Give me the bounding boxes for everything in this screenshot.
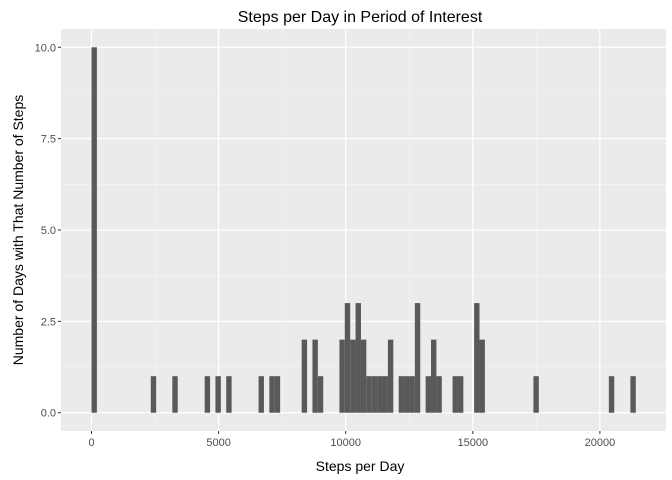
axis-ticks: 0.0 2.5 5.0 7.5 10.0 0 5000 10000 15000 20000 <box>35 42 616 449</box>
histogram-bar <box>371 376 378 413</box>
x-tick-label: 15000 <box>458 437 489 449</box>
histogram-bar <box>312 339 318 413</box>
x-tick-label: 20000 <box>585 437 616 449</box>
histogram-bar <box>226 376 232 413</box>
histogram-bar <box>377 376 383 413</box>
y-tick-label: 5.0 <box>41 225 56 237</box>
histogram-bar <box>339 339 345 413</box>
histogram-bar <box>317 376 324 413</box>
y-axis-title: Number of Days with That Number of Steps <box>10 95 26 366</box>
y-tick-label: 2.5 <box>41 316 56 328</box>
histogram-bar <box>360 339 367 413</box>
histogram-bar <box>91 47 97 413</box>
histogram-bar <box>344 303 351 413</box>
chart-title: Steps per Day in Period of Interest <box>238 9 483 26</box>
histogram-bar <box>269 376 275 413</box>
x-axis-title: Steps per Day <box>316 458 405 474</box>
histogram-bar <box>452 376 458 413</box>
histogram-bar <box>457 376 464 413</box>
histogram-bar <box>474 303 480 413</box>
histogram-bar <box>431 339 437 413</box>
y-tick-label: 10.0 <box>35 42 56 54</box>
histogram-bar <box>301 339 308 413</box>
histogram-bar <box>274 376 281 413</box>
y-tick-label: 7.5 <box>41 134 56 146</box>
histogram-bar <box>436 376 442 413</box>
histogram-bar <box>355 303 361 413</box>
histogram-bar <box>630 376 636 413</box>
histogram-bar <box>204 376 211 413</box>
histogram-bar <box>150 376 157 413</box>
histogram-bar <box>414 303 421 413</box>
x-tick-label: 0 <box>88 437 94 449</box>
histogram-bar <box>172 376 178 413</box>
histogram-bar <box>398 376 405 413</box>
histogram-bar <box>350 339 356 413</box>
histogram-bar <box>404 376 410 413</box>
histogram-bar <box>387 339 394 413</box>
histogram-bar <box>382 376 388 413</box>
histogram-bar <box>608 376 615 413</box>
x-tick-label: 5000 <box>206 437 230 449</box>
histogram-bar <box>479 339 485 413</box>
histogram-bar <box>409 376 415 413</box>
histogram-bar <box>258 376 264 413</box>
y-tick-label: 0.0 <box>41 408 56 420</box>
histogram-bar <box>215 376 221 413</box>
histogram-bar <box>533 376 539 413</box>
histogram-bar <box>366 376 372 413</box>
histogram-bar <box>425 376 432 413</box>
x-tick-label: 10000 <box>330 437 361 449</box>
bars <box>91 47 636 413</box>
